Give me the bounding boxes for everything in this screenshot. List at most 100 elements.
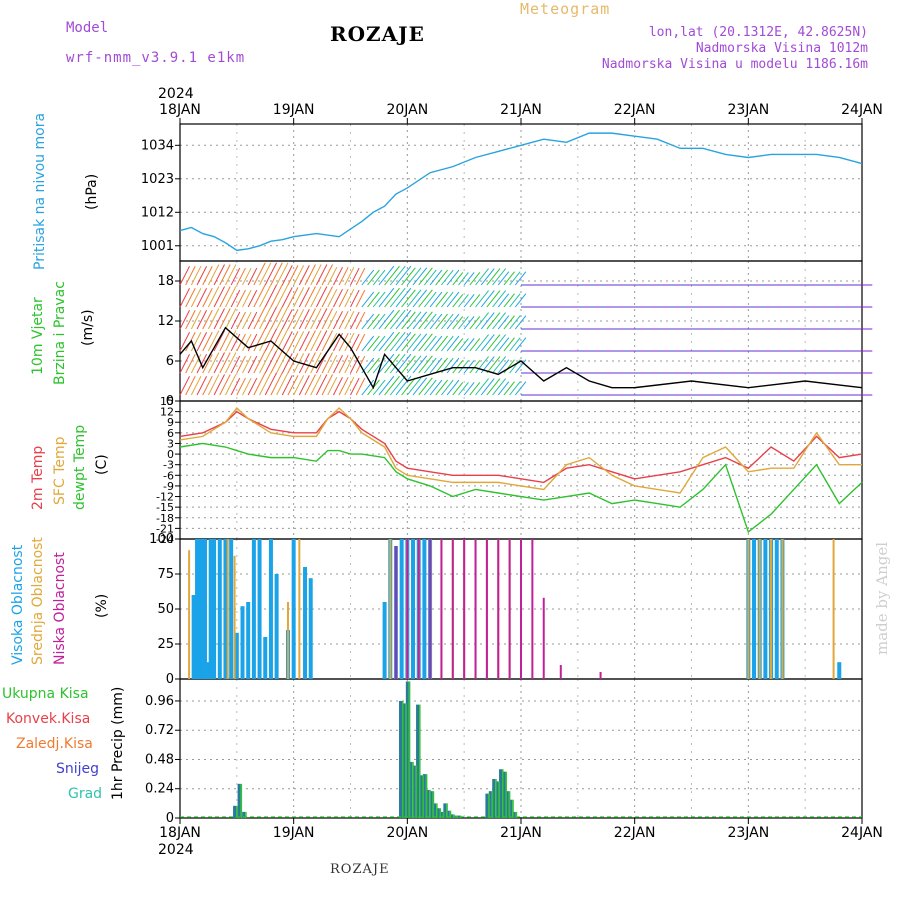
precip-total-bar — [446, 803, 448, 818]
wind-barb — [219, 308, 231, 330]
wind-barb — [463, 338, 475, 352]
wind-barb — [355, 267, 366, 286]
wind-barb — [202, 266, 213, 286]
wind-barb — [480, 378, 495, 396]
wind-barb — [435, 379, 448, 396]
precip-total-bar — [240, 783, 243, 818]
wind-barb — [429, 313, 443, 330]
precip-total-bar — [432, 791, 435, 818]
wind-barb — [418, 311, 433, 330]
wind-barb — [287, 287, 299, 308]
cloud-high-bar — [291, 539, 296, 679]
wind-barb — [458, 272, 469, 286]
cloud-high-bar — [382, 602, 387, 679]
wind-barb — [242, 355, 252, 374]
wind-barb — [236, 355, 246, 374]
pressure-ytick-label: 1012 — [141, 205, 174, 220]
precip-total-bar — [439, 808, 442, 818]
wind-barb — [242, 311, 252, 330]
wind-barb — [315, 264, 328, 286]
wind-barb — [514, 359, 527, 374]
precip-total-bar — [449, 810, 452, 818]
precip-total-bar — [488, 793, 490, 818]
wind-barb — [463, 382, 475, 396]
wind-barb — [452, 360, 464, 374]
wind-barb — [310, 264, 322, 286]
wind-barb — [372, 379, 386, 396]
wind-barb — [264, 350, 278, 374]
wind-barb — [219, 330, 231, 352]
wind-barb — [389, 353, 406, 374]
wind-ytick-label: 6 — [166, 354, 174, 369]
wind-barb — [435, 357, 448, 374]
wind-barb — [412, 377, 428, 396]
wind-barb — [179, 332, 190, 352]
precip-bar — [412, 765, 416, 818]
cloud-high-bar — [240, 606, 245, 679]
cloud-high-bar — [198, 539, 203, 679]
wind-barb — [242, 333, 252, 352]
wind-barb — [446, 335, 460, 352]
wind-barb — [276, 372, 289, 396]
wind-barb — [401, 289, 416, 308]
wind-barb — [207, 352, 220, 374]
wind-barb — [281, 375, 293, 396]
wind-barb — [503, 271, 515, 286]
wind-barb — [333, 288, 343, 308]
wind-barb — [361, 313, 375, 330]
wind-barb — [281, 265, 293, 286]
temp-ytick-label: 6 — [167, 427, 174, 440]
wind-barb — [452, 316, 464, 330]
x-tick-label-bottom: 19JAN — [273, 825, 315, 841]
cloud-high-bar — [246, 602, 251, 679]
wind-barb — [344, 288, 355, 308]
cloud-high-bar — [217, 539, 222, 679]
wind-barb — [344, 266, 355, 286]
precip-ytick-label: 0.24 — [145, 782, 174, 797]
wind-barb — [202, 376, 213, 396]
wind-barb — [497, 271, 510, 286]
wind-barb — [207, 286, 220, 308]
precip-bar — [446, 810, 450, 818]
wind-barb — [412, 311, 428, 330]
precip-bar — [499, 769, 503, 818]
cloud-mid-bar — [747, 539, 750, 679]
precip-frame — [179, 678, 863, 819]
wind-barb — [236, 377, 246, 396]
wind-barb — [310, 308, 322, 330]
cloud-low-bar — [508, 539, 511, 679]
temp-line-1 — [179, 407, 862, 494]
wind-barb — [492, 334, 507, 352]
wind-barb — [338, 310, 349, 330]
wind-barb — [230, 311, 241, 330]
cloud-low-bar — [394, 546, 397, 679]
wind-barb — [338, 332, 349, 352]
wind-barb — [395, 375, 412, 396]
wind-barb — [327, 376, 338, 396]
wind-barb — [287, 331, 299, 352]
wind-barb — [298, 375, 310, 396]
wind-barb — [350, 377, 360, 396]
wind-barb — [480, 268, 495, 286]
temp-ytick-label: 3 — [167, 437, 174, 450]
cloud-high-bar — [263, 637, 268, 679]
cloud-low-bar — [429, 539, 432, 679]
wind-barb — [355, 377, 366, 396]
wind-barb — [412, 267, 428, 286]
cloud-low-bar — [485, 539, 488, 679]
wind-barb — [327, 310, 338, 330]
wind-barb — [475, 290, 489, 308]
wind-barb — [435, 313, 448, 330]
wind-barb — [355, 333, 366, 352]
wind-barb — [395, 309, 412, 330]
wind-barb — [452, 272, 464, 286]
cloud-ytick-label: 0 — [166, 672, 174, 687]
wind-barb — [486, 312, 501, 330]
wind-barb — [355, 289, 366, 308]
wind-barb — [230, 333, 241, 352]
wind-barb — [497, 381, 510, 396]
wind-barb — [196, 332, 208, 352]
cloud-high-bar — [223, 539, 228, 679]
wind-barb — [395, 331, 412, 352]
wind-barb — [281, 353, 293, 374]
